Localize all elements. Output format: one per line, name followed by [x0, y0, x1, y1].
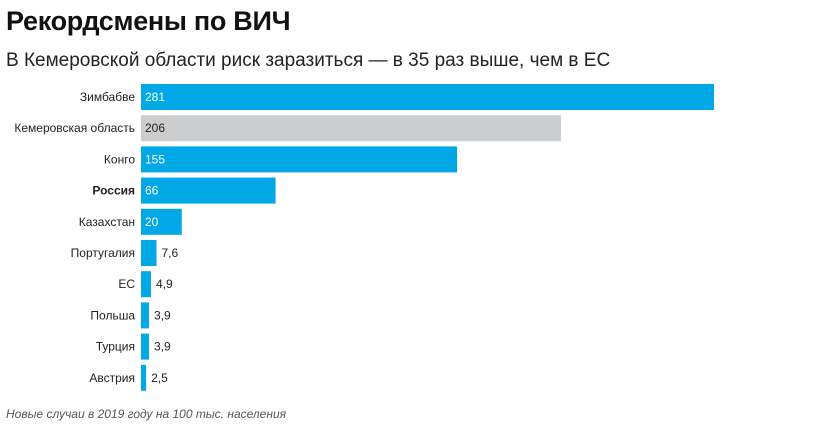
value-label-8: 3,9: [154, 340, 171, 354]
category-label-6: ЕС: [118, 277, 135, 291]
bar-2: [141, 146, 458, 173]
bar-3: [141, 177, 276, 204]
category-label-8: Турция: [96, 340, 135, 354]
chart-note: Новые случаи в 2019 году на 100 тыс. нас…: [6, 407, 287, 421]
bar-1: [141, 115, 562, 142]
category-label-2: Конго: [104, 152, 135, 166]
bar-9: [141, 364, 147, 391]
bar-4: [141, 208, 182, 235]
value-label-0: 281: [145, 90, 165, 104]
value-label-1: 206: [145, 121, 165, 135]
value-label-6: 4,9: [156, 277, 173, 291]
bar-7: [141, 302, 149, 329]
category-label-4: Казахстан: [79, 215, 135, 229]
category-label-0: Зимбабве: [80, 90, 135, 104]
chart-subtitle: В Кемеровской области риск заразиться — …: [6, 50, 611, 71]
bars-layer: Зимбабве 281 Кемеровская область 206 Конго 15…: [14, 84, 714, 391]
category-label-7: Польша: [90, 308, 135, 322]
value-label-7: 3,9: [154, 308, 171, 322]
category-label-1: Кемеровская область: [14, 121, 135, 135]
value-label-5: 7,6: [161, 246, 178, 260]
category-label-5: Португалия: [71, 246, 135, 260]
bar-0: [141, 84, 714, 110]
value-label-9: 2,5: [151, 371, 168, 385]
bar-5: [141, 240, 157, 266]
value-label-3: 66: [145, 184, 159, 198]
category-label-9: Австрия: [89, 371, 135, 385]
category-label-3: Россия: [92, 184, 135, 198]
value-label-4: 20: [145, 215, 159, 229]
value-label-2: 155: [145, 152, 165, 166]
bar-8: [141, 333, 149, 360]
bar-6: [141, 271, 151, 298]
chart-title: Рекордсмены по ВИЧ: [6, 6, 291, 36]
